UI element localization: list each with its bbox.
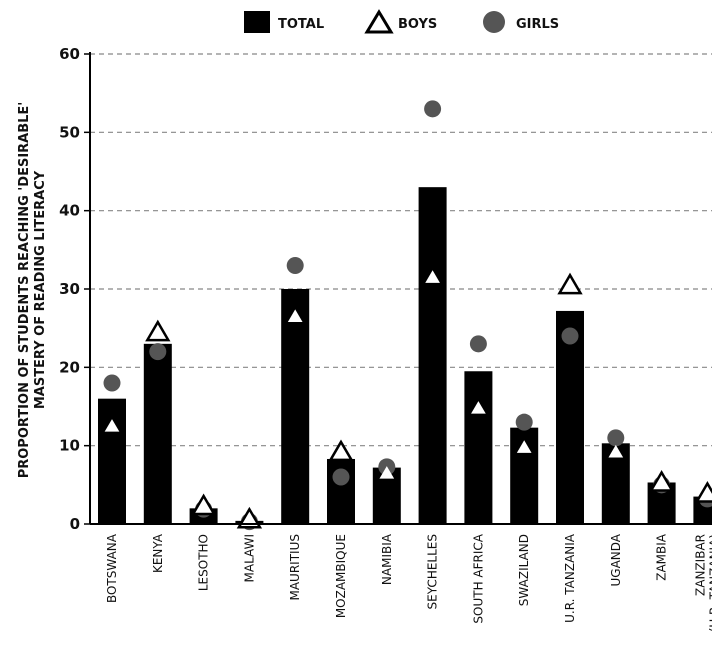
marker-boys [557, 272, 583, 295]
marker-girls [607, 429, 625, 447]
x-category-label-line: (U.R. TANZANIA) [707, 534, 712, 632]
y-axis-title-line-2: MASTERY OF READING LITERACY [33, 170, 48, 409]
x-category-label-line: ZAMBIA [655, 533, 669, 581]
x-category-label-line: MALAWI [242, 534, 256, 582]
x-category-label: NAMIBIA [380, 533, 394, 585]
marker-boys [190, 493, 217, 516]
bar-total [556, 310, 584, 524]
x-axis-category-labels: BOTSWANA KENYA LESOTHO MALAWI MAURITIUS MOZAM… [105, 533, 712, 632]
y-tick-label: 60 [59, 45, 80, 63]
total-bars [98, 187, 712, 524]
x-category-label: LESOTHO [197, 534, 211, 591]
marker-girls [561, 327, 579, 345]
legend-boys-swatch [364, 9, 394, 34]
marker-girls [286, 257, 304, 274]
y-axis-title: PROPORTION OF STUDENTS REACHING 'DESIRAB… [17, 102, 48, 479]
x-category-label: SWAZILAND [517, 534, 531, 606]
x-category-label-line: SEYCHELLES [426, 534, 440, 609]
x-category-label-line: UGANDA [609, 533, 623, 586]
marker-boys [104, 419, 120, 432]
boys-markers [104, 270, 712, 529]
marker-boys [287, 309, 303, 323]
bar-total [418, 187, 447, 524]
x-category-label-line: LESOTHO [197, 534, 211, 591]
x-category-label: BOTSWANA [105, 533, 119, 603]
x-category-label: MALAWI [242, 534, 256, 582]
legend-girls-label: GIRLS [516, 17, 559, 32]
x-category-label: SOUTH AFRICA [471, 533, 485, 623]
x-category-label: U.R. TANZANIA [563, 533, 577, 623]
x-category-label-line: SWAZILAND [517, 534, 531, 606]
x-category-label: KENYA [151, 533, 165, 573]
y-tick-label: 30 [59, 280, 80, 298]
x-category-label: SEYCHELLES [426, 534, 440, 609]
legend-boys-label: BOYS [398, 17, 437, 32]
y-tick-label: 20 [59, 358, 80, 376]
legend-girls-swatch [483, 11, 505, 33]
marker-girls [149, 343, 167, 361]
marker-boys [379, 466, 395, 479]
legend-total-label: TOTAL [278, 17, 324, 32]
marker-girls [103, 374, 121, 392]
bar-total [281, 289, 310, 524]
marker-boys [236, 506, 263, 529]
x-category-label: MOZAMBIQUE [334, 534, 348, 618]
x-category-label-line: KENYA [151, 533, 165, 573]
y-tick-label: 0 [70, 515, 80, 533]
y-tick-label: 40 [59, 202, 80, 220]
marker-boys [648, 470, 675, 492]
marker-girls [469, 335, 487, 353]
marker-boys [328, 439, 354, 462]
axes [89, 52, 712, 525]
x-category-label-line: NAMIBIA [380, 533, 394, 585]
marker-boys [608, 444, 624, 458]
marker-girls [332, 468, 350, 486]
x-category-label: ZAMBIA [655, 533, 669, 581]
bar-total [143, 343, 172, 524]
x-category-label-line: U.R. TANZANIA [563, 533, 577, 623]
x-category-label: MAURITIUS [288, 534, 302, 601]
x-category-label-line: ZANZIBAR [693, 534, 707, 596]
marker-boys [516, 440, 532, 453]
marker-girls [424, 100, 442, 118]
y-axis-title-line-1: PROPORTION OF STUDENTS REACHING 'DESIRAB… [17, 102, 32, 479]
marker-boys [471, 401, 486, 414]
bar-total [464, 371, 493, 524]
gridlines [90, 53, 712, 447]
x-category-label-line: MOZAMBIQUE [334, 534, 348, 618]
marker-boys [425, 270, 440, 283]
y-tick-label: 50 [59, 123, 80, 141]
bar-total [98, 398, 126, 524]
x-category-label: ZANZIBAR(U.R. TANZANIA) [693, 534, 712, 632]
marker-girls [515, 413, 533, 431]
x-category-label: UGANDA [609, 533, 623, 586]
x-category-label-line: SOUTH AFRICA [471, 533, 485, 623]
x-category-label-line: MAURITIUS [288, 534, 302, 601]
y-tick-label: 10 [59, 437, 80, 455]
marker-boys [145, 319, 171, 342]
marker-boys [694, 480, 712, 503]
y-axis-ticks: 0 10 20 30 40 50 60 [59, 45, 90, 533]
legend: TOTAL BOYS GIRLS [244, 9, 559, 34]
x-category-label-line: BOTSWANA [105, 533, 119, 603]
legend-total-swatch [244, 11, 270, 33]
